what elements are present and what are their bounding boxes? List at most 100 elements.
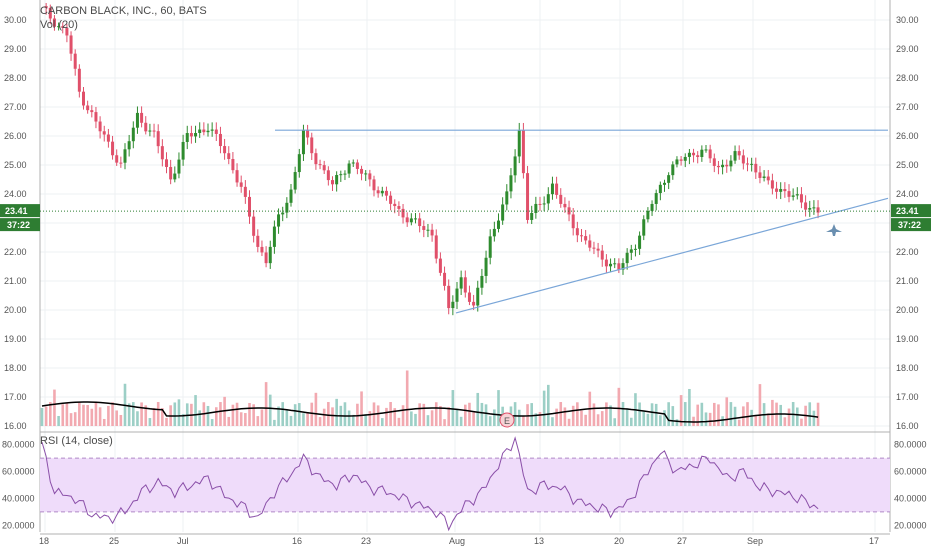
volume-bar bbox=[156, 402, 160, 426]
candle-body bbox=[567, 207, 571, 215]
candle-body bbox=[708, 149, 712, 159]
volume-bar bbox=[102, 418, 106, 426]
candle-body bbox=[692, 152, 696, 156]
candle-body bbox=[447, 285, 451, 309]
volume-bar bbox=[181, 414, 185, 426]
volume-bar bbox=[787, 408, 791, 426]
volume-bar bbox=[273, 419, 276, 426]
candle-body bbox=[791, 195, 795, 197]
volume-bar bbox=[401, 405, 405, 426]
support-trendline bbox=[455, 197, 889, 314]
candle-body bbox=[746, 163, 749, 165]
candle-body bbox=[521, 130, 525, 174]
volume-bar bbox=[717, 404, 720, 426]
volume-bar bbox=[476, 392, 480, 426]
price-tick-label-left: 18.00 bbox=[4, 363, 27, 373]
countdown-value-left: 37:22 bbox=[7, 220, 30, 230]
volume-bar bbox=[94, 402, 98, 426]
rsi-tick-label-left: 40.0000 bbox=[2, 493, 35, 503]
candle-body bbox=[741, 155, 745, 164]
candle-body bbox=[737, 151, 741, 156]
candle-body bbox=[476, 287, 480, 306]
volume-bar bbox=[69, 413, 73, 426]
volume-bar bbox=[132, 402, 135, 426]
price-tick-label-right: 20.00 bbox=[896, 305, 919, 315]
volume-bar bbox=[547, 384, 550, 426]
candle-body bbox=[380, 190, 384, 194]
volume-bar bbox=[642, 411, 646, 426]
candle-body bbox=[77, 68, 81, 92]
candle-body bbox=[268, 246, 272, 264]
candle-body bbox=[351, 162, 355, 164]
candle-body bbox=[52, 18, 56, 27]
volume-bar bbox=[459, 416, 463, 426]
candle-body bbox=[368, 173, 372, 180]
volume-bar bbox=[298, 403, 301, 426]
price-tick-label-left: 20.00 bbox=[4, 305, 27, 315]
candle-body bbox=[492, 228, 496, 237]
volume-bar bbox=[136, 411, 139, 426]
price-tick-label-right: 17.00 bbox=[896, 392, 919, 402]
candle-body bbox=[646, 210, 650, 220]
volume-bar bbox=[227, 416, 231, 426]
volume-bar bbox=[750, 409, 753, 426]
volume-bar bbox=[580, 410, 583, 426]
last-price-value-left: 23.41 bbox=[5, 206, 28, 216]
last-price-badge-left bbox=[0, 204, 40, 218]
candle-body bbox=[812, 207, 816, 209]
volume-bar bbox=[700, 402, 704, 426]
x-tick-label: 27 bbox=[677, 536, 687, 546]
volume-bar bbox=[256, 416, 260, 426]
candle-body bbox=[160, 146, 164, 160]
candle-body bbox=[488, 236, 492, 258]
price-tick-label-right: 28.00 bbox=[896, 73, 919, 83]
rsi-tick-label-left: 60.0000 bbox=[2, 467, 35, 477]
volume-bar bbox=[443, 419, 446, 426]
volume-bar bbox=[721, 416, 724, 426]
volume-bar bbox=[327, 402, 330, 426]
volume-bar bbox=[410, 411, 413, 426]
candle-body bbox=[111, 141, 115, 156]
plane-icon bbox=[826, 224, 842, 236]
volume-bar bbox=[127, 403, 131, 426]
volume-bar bbox=[73, 412, 77, 426]
candle-body bbox=[555, 183, 559, 195]
candle-body bbox=[57, 26, 61, 28]
volume-bar bbox=[683, 402, 687, 426]
volume-bar bbox=[451, 390, 455, 426]
volume-bar bbox=[144, 405, 148, 426]
volume-bar bbox=[314, 392, 318, 426]
candle-body bbox=[252, 216, 256, 236]
volume-bar bbox=[584, 414, 587, 426]
volume-bar bbox=[111, 402, 114, 426]
candle-body bbox=[156, 131, 160, 147]
volume-bar bbox=[322, 408, 326, 426]
candle-body bbox=[513, 156, 517, 176]
candle-body bbox=[69, 35, 73, 54]
candle-body bbox=[497, 220, 500, 229]
volume-bar bbox=[737, 419, 741, 426]
candle-body bbox=[438, 258, 442, 273]
volume-bar bbox=[754, 415, 758, 426]
volume-bar bbox=[360, 391, 363, 426]
candle-body bbox=[227, 153, 231, 160]
volume-bar bbox=[571, 405, 575, 426]
volume-bar bbox=[667, 402, 670, 426]
price-tick-label-left: 19.00 bbox=[4, 334, 27, 344]
volume-bar bbox=[385, 407, 388, 426]
candle-body bbox=[538, 203, 542, 205]
candle-body bbox=[609, 263, 613, 267]
volume-bar bbox=[335, 398, 338, 426]
candle-body bbox=[376, 190, 380, 194]
candle-body bbox=[658, 184, 662, 194]
x-tick-label: Sep bbox=[747, 536, 763, 546]
volume-bar bbox=[654, 403, 658, 426]
earnings-marker bbox=[499, 412, 515, 428]
candle-body bbox=[322, 165, 326, 171]
candle-body bbox=[306, 129, 310, 138]
rsi-tick-label-right: 20.0000 bbox=[894, 520, 927, 530]
candle-body bbox=[683, 156, 687, 161]
volume-bar bbox=[468, 402, 471, 426]
volume-bar bbox=[555, 408, 558, 426]
